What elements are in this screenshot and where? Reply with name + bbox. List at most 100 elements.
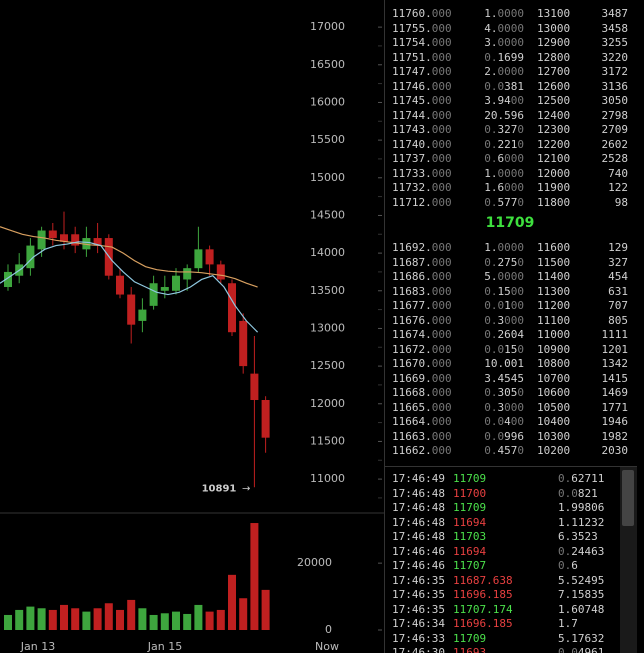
- cell: 11670.000: [392, 357, 452, 370]
- cell: 12400: [537, 108, 571, 122]
- cell: 1.7: [558, 617, 578, 630]
- cell: 11700: [453, 486, 487, 500]
- volume-bar: [93, 608, 102, 630]
- cell: 13100: [537, 7, 571, 20]
- trade-row: 17:46:49 11709 0.62711: [392, 472, 628, 486]
- ask-row: 11733.000 1.0000 12000 740: [392, 167, 628, 181]
- volume-bar: [37, 608, 46, 630]
- volume-bar: [26, 606, 35, 630]
- trade-row: 17:46:35 11707.174 1.60748: [392, 603, 628, 617]
- volume-bar: [82, 611, 91, 630]
- cell: 11696.185: [453, 617, 513, 630]
- y-tick-label: 13000: [310, 321, 345, 334]
- bid-row: 11676.000 0.3000 11100 805: [392, 314, 628, 328]
- candle-body: [26, 245, 35, 269]
- cell: 3136: [601, 79, 629, 93]
- cell: 0.0381: [484, 79, 524, 93]
- volume-bar: [183, 613, 192, 630]
- ask-row: 11732.000 1.6000 11900 122: [392, 181, 628, 195]
- cell: 11745.000: [392, 94, 452, 107]
- ask-row: 11760.000 1.0000 13100 3487: [392, 7, 628, 21]
- y-tick-label: 15500: [310, 133, 345, 146]
- cell: 805: [608, 313, 628, 327]
- ask-row: 11740.000 0.2210 12200 2602: [392, 138, 628, 152]
- cell: 17:46:33: [392, 631, 445, 645]
- price-chart: Jan 13 Jan 15 Now 11000 11500 12000 12500 13…: [0, 20, 384, 653]
- cell: 11747.000: [392, 65, 452, 78]
- cell: 1111: [601, 328, 629, 341]
- cell: 17:46:35: [392, 573, 445, 587]
- y-tick-label: 14000: [310, 246, 345, 259]
- cell: 0.6000: [484, 152, 524, 165]
- cell: 11707.174: [453, 602, 513, 616]
- cell: 3.4545: [484, 371, 524, 385]
- cell: 11694: [453, 515, 487, 529]
- candle-body: [149, 283, 158, 306]
- y-tick-label: 16500: [310, 58, 345, 71]
- cell: 0.6: [558, 559, 578, 572]
- cell: 327: [608, 255, 628, 269]
- cell: 11692.000: [392, 241, 452, 254]
- bid-row: 11670.000 10.001 10800 1342: [392, 357, 628, 371]
- ask-row: 11746.000 0.0381 12600 3136: [392, 80, 628, 94]
- cell: 1.0000: [484, 166, 524, 180]
- trade-row: 17:46:46 11707 0.6: [392, 559, 628, 573]
- cell: 11665.000: [392, 400, 452, 414]
- cell: 0.0150: [484, 342, 524, 356]
- cell: 2709: [601, 123, 629, 136]
- candle-body: [37, 230, 46, 250]
- cell: 1946: [601, 415, 629, 428]
- cell: 3172: [601, 65, 629, 78]
- cell: 1.99806: [558, 501, 605, 514]
- volume-bar: [4, 614, 12, 630]
- cell: 11737.000: [392, 152, 452, 165]
- y-tick-label: 14500: [310, 208, 345, 221]
- volume-bar: [194, 604, 203, 630]
- cell: 0.0996: [484, 429, 524, 443]
- cell: 11672.000: [392, 342, 452, 356]
- cell: 1201: [601, 342, 629, 356]
- cell: 12500: [537, 94, 571, 107]
- scroll-thumb[interactable]: [622, 470, 634, 526]
- cell: 1982: [601, 429, 629, 443]
- cell: 17:46:48: [392, 486, 445, 500]
- cell: 11664.000: [392, 415, 452, 428]
- cell: 0.2210: [484, 137, 524, 151]
- y-tick-label: 12000: [310, 397, 345, 410]
- bid-row: 11672.000 0.0150 10900 1201: [392, 343, 628, 357]
- cell: 1.0000: [484, 7, 524, 20]
- volume-bar: [60, 604, 68, 630]
- bid-row: 11677.000 0.0100 11200 707: [392, 299, 628, 313]
- candle-body: [71, 234, 80, 246]
- cell: 11696.185: [453, 588, 513, 601]
- cell: 11744.000: [392, 108, 452, 122]
- volume-bar: [250, 523, 259, 630]
- bid-row: 11663.000 0.0996 10300 1982: [392, 430, 628, 444]
- candle-body: [239, 320, 248, 367]
- candle-body: [228, 283, 236, 333]
- candle-body: [194, 249, 203, 269]
- cell: 10300: [537, 429, 571, 443]
- cell: 10400: [537, 415, 571, 428]
- y-tick-label: 12500: [310, 359, 345, 372]
- bid-row: 11683.000 0.1500 11300 631: [392, 285, 628, 299]
- cell: 11712.000: [392, 195, 452, 209]
- cell: 11693: [453, 646, 487, 653]
- trade-row: 17:46:46 11694 0.24463: [392, 545, 628, 559]
- cell: 10200: [537, 444, 571, 457]
- cell: 11676.000: [392, 313, 452, 327]
- volume-bar: [172, 611, 180, 630]
- cell: 12100: [537, 152, 571, 165]
- cell: 11663.000: [392, 429, 452, 443]
- volume-bar: [205, 611, 214, 630]
- candle-body: [205, 249, 214, 265]
- cell: 3255: [601, 36, 629, 49]
- divider: [384, 0, 385, 653]
- cell: 11674.000: [392, 328, 452, 341]
- candle-body: [60, 234, 68, 242]
- moving-average: [0, 241, 259, 333]
- cell: 11500: [537, 255, 571, 269]
- cell: 3458: [601, 21, 629, 35]
- cell: 3.9400: [484, 94, 524, 107]
- candle-body: [127, 294, 136, 325]
